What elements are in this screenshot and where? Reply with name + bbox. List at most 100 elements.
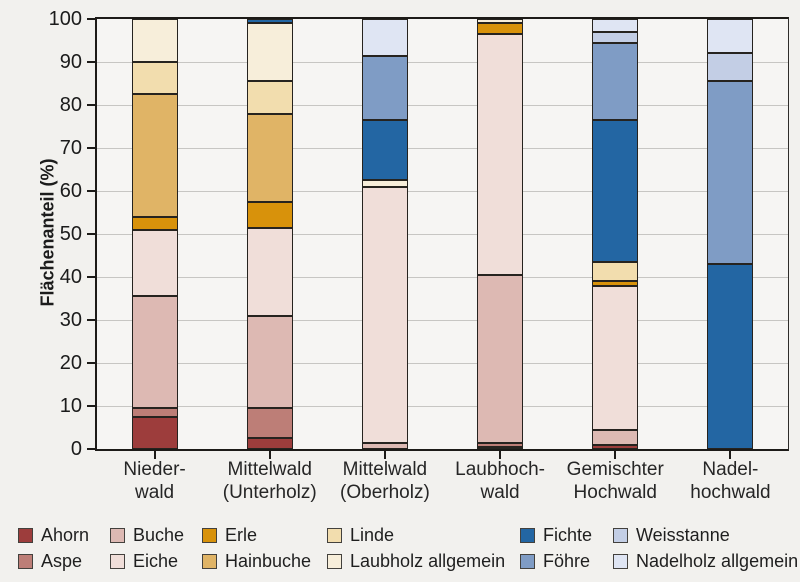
legend-item-fichte: Fichte	[520, 524, 592, 546]
legend-item-erle: Erle	[202, 524, 257, 546]
legend-label-weisstanne: Weisstanne	[636, 524, 730, 545]
x-label-mittelwald-unterholz: Mittelwald (Unterholz)	[190, 458, 350, 504]
y-tick-label-90: 90	[59, 51, 82, 73]
gridline-50	[97, 233, 788, 235]
x-label-line: wald	[480, 482, 520, 503]
segment-mittelwald-unterholz-eiche	[246, 227, 293, 316]
segment-laubhochwald-eiche	[477, 34, 524, 275]
y-tick-mark-30	[87, 319, 95, 321]
y-tick-mark-40	[87, 276, 95, 278]
segment-niederwald-aspe	[131, 408, 178, 417]
x-label-line: Mittelwald	[227, 459, 312, 480]
x-label-line: Mittelwald	[342, 459, 428, 480]
legend-item-linde: Linde	[327, 524, 394, 546]
legend-label-ahorn: Ahorn	[41, 524, 90, 545]
segment-mittelwald-unterholz-linde	[246, 81, 293, 114]
segment-niederwald-ahorn	[131, 416, 178, 449]
segment-mittelwald-unterholz-fichte	[246, 19, 293, 24]
x-tick-mark-nadelhochwald	[729, 451, 732, 459]
y-tick-mark-90	[87, 61, 95, 63]
segment-mittelwald-unterholz-aspe	[246, 408, 293, 439]
segment-niederwald-linde	[131, 62, 178, 95]
legend-item-hainbuche: Hainbuche	[202, 550, 311, 572]
segment-mittelwald-oberholz-nadelholz-allgemein	[361, 19, 408, 56]
segment-mittelwald-oberholz-foehre	[361, 55, 408, 121]
segment-gemischter-hochwald-eiche	[592, 285, 639, 430]
x-label-line: Hochwald	[573, 482, 657, 503]
y-tick-label-30: 30	[59, 309, 82, 331]
legend-label-hainbuche: Hainbuche	[225, 550, 312, 571]
segment-gemischter-hochwald-buche	[592, 429, 639, 445]
segment-niederwald-eiche	[131, 229, 178, 297]
x-label-nadelhochwald: Nadel-hochwald	[650, 458, 800, 504]
segment-nadelhochwald-fichte	[707, 264, 754, 449]
segment-gemischter-hochwald-foehre	[592, 42, 639, 121]
segment-mittelwald-unterholz-laubholz-allgemein	[246, 23, 293, 82]
legend-swatch-nadelholz-allgemein	[613, 553, 628, 569]
segment-gemischter-hochwald-linde	[592, 261, 639, 282]
y-tick-mark-60	[87, 190, 95, 192]
plot-area	[95, 17, 789, 451]
y-tick-mark-100	[87, 18, 95, 20]
x-label-line: hochwald	[690, 482, 771, 503]
legend-item-nadelholz-allgemein: Nadelholz allgemein	[613, 550, 798, 572]
x-label-gemischter-hochwald: Gemischter Hochwald	[535, 458, 695, 504]
segment-laubhochwald-aspe	[477, 442, 524, 447]
y-tick-label-20: 20	[59, 352, 82, 374]
legend-label-foehre: Föhre	[543, 550, 591, 571]
segment-niederwald-erle	[131, 216, 178, 230]
gridline-90	[97, 61, 788, 63]
x-label-niederwald: Nieder-wald	[75, 458, 235, 504]
y-tick-label-50: 50	[59, 223, 82, 245]
legend-swatch-eiche	[110, 553, 125, 569]
segment-mittelwald-unterholz-buche	[246, 315, 293, 409]
x-label-line: Laubhoch-	[455, 459, 545, 480]
y-tick-mark-80	[87, 104, 95, 106]
bar-niederwald	[131, 19, 178, 449]
y-tick-label-80: 80	[59, 94, 82, 116]
x-tick-mark-niederwald	[153, 451, 156, 459]
legend-swatch-erle	[202, 527, 217, 543]
legend-label-aspe: Aspe	[41, 550, 83, 571]
x-tick-mark-laubhochwald	[499, 451, 502, 459]
segment-mittelwald-unterholz-erle	[246, 201, 293, 228]
legend-label-buche: Buche	[133, 524, 185, 545]
segment-gemischter-hochwald-nadelholz-allgemein	[592, 19, 639, 32]
legend-label-erle: Erle	[225, 524, 258, 545]
x-label-line: (Unterholz)	[222, 482, 317, 503]
legend-label-laubholz-allgemein: Laubholz allgemein	[350, 550, 506, 571]
x-label-mittelwald-oberholz: Mittelwald (Oberholz)	[305, 458, 465, 504]
legend-item-ahorn: Ahorn	[18, 524, 89, 546]
segment-gemischter-hochwald-erle	[592, 281, 639, 286]
segment-gemischter-hochwald-ahorn	[592, 444, 639, 449]
segment-laubhochwald-laubholz-allgemein	[477, 19, 524, 24]
segment-laubhochwald-ahorn	[477, 446, 524, 449]
gridline-80	[97, 104, 788, 106]
legend-swatch-linde	[327, 527, 342, 543]
bar-gemischter-hochwald	[592, 19, 639, 449]
x-tick-mark-mittelwald-unterholz	[268, 451, 271, 459]
gridline-20	[97, 362, 788, 364]
legend-item-buche: Buche	[110, 524, 184, 546]
y-tick-mark-10	[87, 405, 95, 407]
legend-swatch-weisstanne	[613, 527, 628, 543]
x-label-laubhochwald: Laubhoch-wald	[420, 458, 580, 504]
legend-item-aspe: Aspe	[18, 550, 82, 572]
x-tick-mark-gemischter-hochwald	[614, 451, 617, 459]
segment-nadelhochwald-weisstanne	[707, 53, 754, 82]
segment-niederwald-hainbuche	[131, 94, 178, 217]
segment-mittelwald-unterholz-ahorn	[246, 438, 293, 449]
bar-mittelwald-unterholz	[246, 19, 293, 449]
segment-laubhochwald-erle	[477, 23, 524, 35]
gridline-40	[97, 276, 788, 278]
legend-swatch-foehre	[520, 553, 535, 569]
y-tick-mark-0	[87, 448, 95, 450]
segment-mittelwald-oberholz-fichte	[361, 120, 408, 181]
x-label-line: wald	[135, 482, 175, 503]
segment-mittelwald-oberholz-eiche	[361, 186, 408, 443]
legend-item-eiche: Eiche	[110, 550, 178, 572]
y-tick-label-10: 10	[59, 395, 82, 417]
legend-swatch-ahorn	[18, 527, 33, 543]
segment-gemischter-hochwald-weisstanne	[592, 31, 639, 43]
